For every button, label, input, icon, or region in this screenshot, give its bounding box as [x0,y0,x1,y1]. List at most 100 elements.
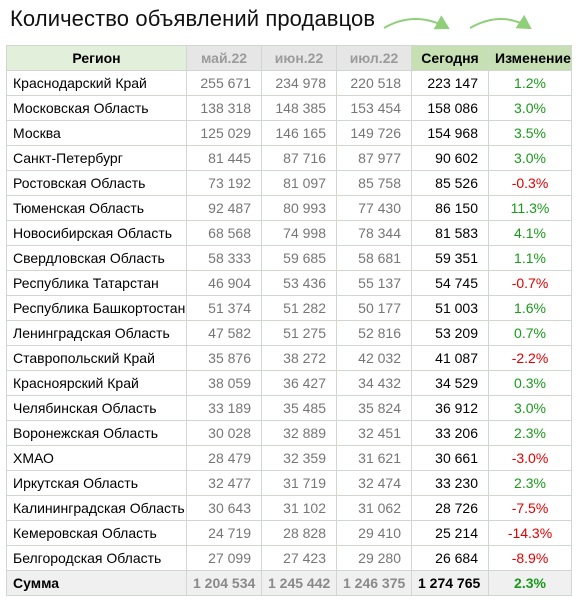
arrow-to-today-icon [383,15,450,30]
may-cell: 33 189 [186,395,262,421]
may-cell: 81 445 [186,145,262,171]
may-cell: 24 719 [186,520,262,546]
may-cell: 46 904 [186,270,262,296]
region-cell: Краснодарский Край [6,70,187,96]
header-row: Регион май.22 июн.22 июл.22 Сегодня Изме… [6,45,572,71]
jun-cell: 27 423 [261,545,337,571]
table-row: Калининградская Область 30 643 31 102 31 06… [6,495,572,521]
jun-cell: 80 993 [261,195,337,221]
may-cell: 47 582 [186,320,262,346]
region-cell: Республика Башкортостан [6,295,187,321]
table-row: Свердловская Область 58 333 59 685 58 681 59… [6,245,572,271]
change-cell: -0.7% [488,270,572,296]
jul-cell: 32 474 [336,470,412,496]
today-cell: 33 206 [411,420,489,446]
jul-cell: 52 816 [336,320,412,346]
change-cell: 4.1% [488,220,572,246]
change-cell: 2.3% [488,420,572,446]
table-row: Ленинградская Область 47 582 51 275 52 816 5… [6,320,572,346]
jul-cell: 34 432 [336,370,412,396]
may-cell: 58 333 [186,245,262,271]
jun-cell: 1 245 442 [261,570,337,596]
arrow-to-change-icon [469,14,532,30]
jul-cell: 78 344 [336,220,412,246]
jun-cell: 53 436 [261,270,337,296]
jul-cell: 42 032 [336,345,412,371]
change-cell: 3.0% [488,395,572,421]
may-cell: 92 487 [186,195,262,221]
change-cell: -14.3% [488,520,572,546]
region-cell: Республика Татарстан [6,270,187,296]
region-cell: Ставропольский Край [6,345,187,371]
jul-cell: 32 451 [336,420,412,446]
table-row: Республика Башкортостан 51 374 51 282 50 17… [6,295,572,321]
total-row: Сумма 1 204 534 1 245 442 1 246 375 1 274 76… [6,570,572,596]
table-row: Красноярский Край 38 059 36 427 34 432 34 52… [6,370,572,396]
jun-cell: 51 275 [261,320,337,346]
region-cell: Челябинская Область [6,395,187,421]
jul-cell: 31 621 [336,445,412,471]
today-cell: 53 209 [411,320,489,346]
may-cell: 30 028 [186,420,262,446]
change-cell: -3.0% [488,445,572,471]
jul-cell: 31 062 [336,495,412,521]
change-cell: 1.2% [488,70,572,96]
today-cell: 1 274 765 [411,570,489,596]
jun-cell: 31 719 [261,470,337,496]
trend-arrows-icon [383,14,532,30]
table-row: Иркутская Область 32 477 31 719 32 474 33 23… [6,470,572,496]
region-cell: Московская Область [6,95,187,121]
may-cell: 27 099 [186,545,262,571]
region-cell: ХМАО [6,445,187,471]
page-title: Количество объявлений продавцов [10,6,376,31]
header-change: Изменение [488,45,572,71]
today-cell: 59 351 [411,245,489,271]
jun-cell: 51 282 [261,295,337,321]
today-cell: 223 147 [411,70,489,96]
jul-cell: 85 758 [336,170,412,196]
today-cell: 51 003 [411,295,489,321]
region-cell: Тюменская Область [6,195,187,221]
table-row: Ставропольский Край 35 876 38 272 42 032 41 … [6,345,572,371]
table-row: Воронежская Область 30 028 32 889 32 451 33 … [6,420,572,446]
jun-cell: 59 685 [261,245,337,271]
today-cell: 26 684 [411,545,489,571]
table-row: Кемеровская Область 24 719 28 828 29 410 25 … [6,520,572,546]
change-cell: -2.2% [488,345,572,371]
jul-cell: 55 137 [336,270,412,296]
jun-cell: 87 716 [261,145,337,171]
jul-cell: 29 410 [336,520,412,546]
today-cell: 41 087 [411,345,489,371]
change-cell: 1.6% [488,295,572,321]
change-cell: 3.0% [488,95,572,121]
jun-cell: 74 998 [261,220,337,246]
table-row: Санкт-Петербург 81 445 87 716 87 977 90 602 3… [6,145,572,171]
region-cell: Белгородская Область [6,545,187,571]
header-today: Сегодня [411,45,489,71]
change-cell: -0.3% [488,170,572,196]
today-cell: 90 602 [411,145,489,171]
sellers-table: Регион май.22 июн.22 июл.22 Сегодня Изме… [6,45,572,596]
jul-cell: 29 280 [336,545,412,571]
region-cell: Москва [6,120,187,146]
header-region: Регион [6,45,187,71]
change-cell: -8.9% [488,545,572,571]
region-cell: Воронежская Область [6,420,187,446]
today-cell: 81 583 [411,220,489,246]
today-cell: 86 150 [411,195,489,221]
may-cell: 138 318 [186,95,262,121]
jul-cell: 87 977 [336,145,412,171]
may-cell: 73 192 [186,170,262,196]
region-cell: Ростовская Область [6,170,187,196]
header-jun: июн.22 [261,45,337,71]
jun-cell: 234 978 [261,70,337,96]
region-cell: Новосибирская Область [6,220,187,246]
today-cell: 85 526 [411,170,489,196]
may-cell: 68 568 [186,220,262,246]
region-cell: Кемеровская Область [6,520,187,546]
may-cell: 1 204 534 [186,570,262,596]
header-may: май.22 [186,45,262,71]
change-cell: 3.0% [488,145,572,171]
region-cell: Иркутская Область [6,470,187,496]
jul-cell: 77 430 [336,195,412,221]
